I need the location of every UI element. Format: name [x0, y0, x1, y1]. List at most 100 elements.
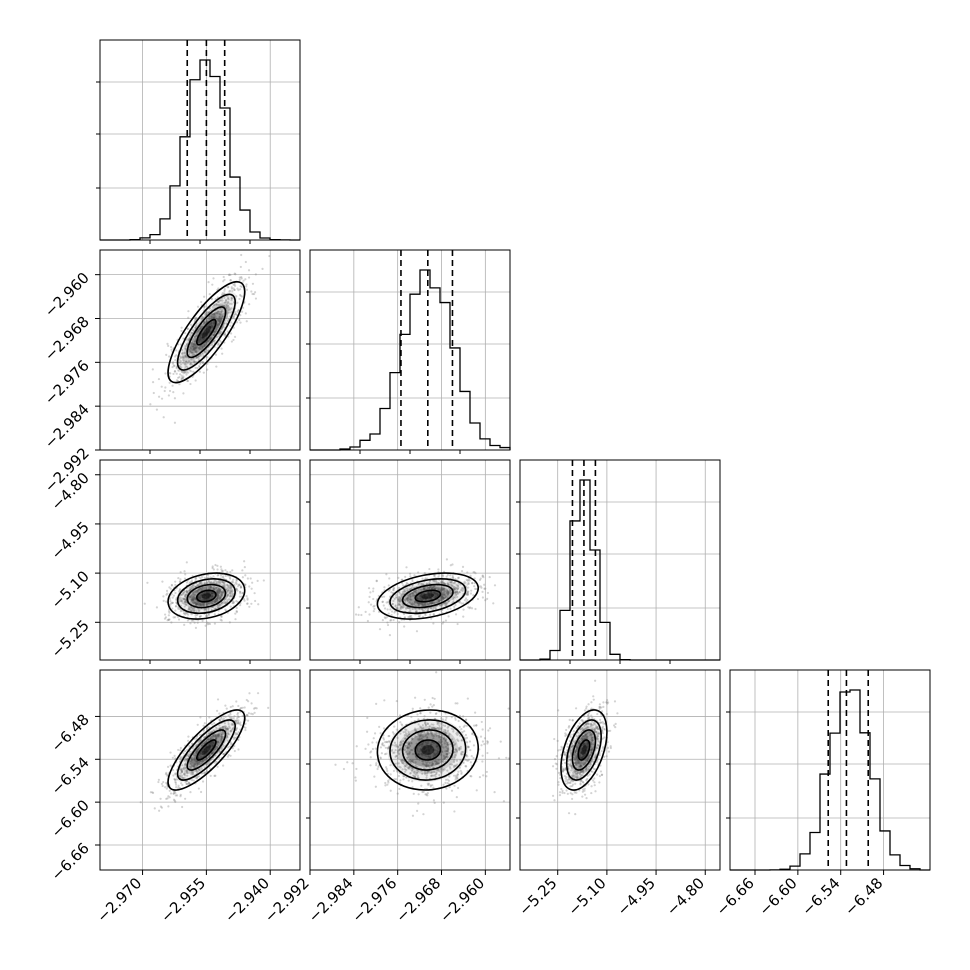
scatter-point [236, 732, 239, 735]
scatter-point [230, 585, 233, 588]
scatter-point [428, 587, 431, 590]
scatter-point [393, 744, 396, 747]
scatter-point [419, 747, 422, 751]
scatter-point [473, 571, 476, 574]
scatter-point [192, 602, 195, 605]
scatter-point [426, 794, 429, 797]
scatter-point [439, 597, 442, 600]
scatter-point [211, 743, 214, 746]
scatter-point [250, 290, 253, 293]
scatter-point [215, 328, 218, 331]
scatter-point [201, 336, 205, 339]
scatter-point [422, 587, 426, 590]
scatter-point [238, 297, 241, 301]
scatter-point [211, 283, 214, 286]
scatter-point [193, 601, 197, 604]
scatter-point [206, 593, 210, 596]
scatter-point [578, 754, 582, 757]
scatter-point [428, 586, 431, 589]
scatter-point [197, 760, 201, 763]
scatter-point [186, 379, 189, 383]
scatter-point [454, 591, 457, 594]
scatter-point [184, 600, 188, 604]
scatter-point [228, 595, 231, 598]
scatter-point [402, 604, 405, 607]
scatter-point [422, 592, 425, 595]
scatter-point [196, 589, 199, 592]
scatter-point [219, 580, 222, 583]
scatter-point [216, 594, 219, 597]
scatter-point [243, 560, 246, 563]
scatter-point [203, 592, 206, 595]
scatter-point [205, 621, 209, 624]
scatter-point [213, 748, 217, 751]
scatter-point [421, 608, 424, 611]
scatter-point [183, 597, 186, 601]
scatter-point [223, 581, 226, 584]
scatter-point [452, 596, 455, 599]
scatter-point [216, 564, 219, 567]
scatter-point [187, 360, 191, 363]
scatter-point [443, 596, 446, 599]
scatter-point [471, 732, 474, 735]
scatter-point [400, 723, 403, 726]
scatter-point [429, 744, 433, 747]
scatter-point [220, 293, 224, 296]
scatter-point [216, 323, 219, 326]
scatter-point [208, 749, 211, 752]
scatter-point [201, 345, 204, 348]
scatter-point [216, 321, 219, 324]
scatter-point [455, 750, 458, 753]
scatter-point [587, 757, 591, 760]
scatter-point [191, 758, 194, 762]
scatter-point [430, 743, 433, 746]
scatter-point [203, 595, 206, 599]
scatter-point [164, 372, 167, 375]
scatter-point [239, 586, 243, 589]
scatter-point [226, 599, 229, 602]
scatter-point [390, 619, 393, 622]
scatter-point [572, 773, 575, 776]
scatter-point [417, 602, 420, 605]
scatter-point [481, 590, 484, 593]
scatter-point [236, 585, 240, 588]
scatter-point [230, 589, 233, 592]
scatter-point [391, 603, 394, 606]
scatter-point [425, 765, 428, 768]
scatter-point [409, 572, 412, 575]
scatter-point [201, 749, 204, 752]
scatter-point [377, 765, 380, 769]
scatter-point [210, 730, 214, 733]
scatter-point [445, 741, 449, 744]
scatter-point [218, 299, 222, 302]
scatter-point [234, 731, 237, 735]
scatter-point [420, 728, 423, 731]
scatter-point [198, 340, 201, 343]
scatter-point [192, 591, 195, 594]
scatter-point [469, 574, 472, 577]
scatter-point [215, 598, 218, 601]
scatter-point [430, 727, 434, 730]
scatter-point [451, 563, 454, 566]
scatter-point [440, 722, 443, 726]
scatter-point [435, 728, 438, 731]
scatter-point [430, 607, 433, 610]
scatter-point [436, 594, 439, 597]
scatter-point [198, 587, 201, 590]
scatter-point [210, 316, 213, 319]
scatter-point [187, 589, 191, 592]
scatter-point [429, 703, 432, 706]
scatter-point [204, 607, 207, 610]
scatter-point [209, 586, 213, 589]
scatter-point [216, 594, 220, 597]
scatter-point [423, 745, 426, 748]
scatter-point [424, 750, 428, 753]
scatter-point [193, 758, 197, 761]
scatter-point [202, 338, 205, 342]
scatter-point [213, 321, 216, 324]
scatter-point [184, 758, 187, 762]
scatter-point [382, 738, 386, 741]
scatter-point [433, 760, 436, 763]
scatter-point [208, 329, 211, 332]
scatter-point [214, 748, 217, 751]
